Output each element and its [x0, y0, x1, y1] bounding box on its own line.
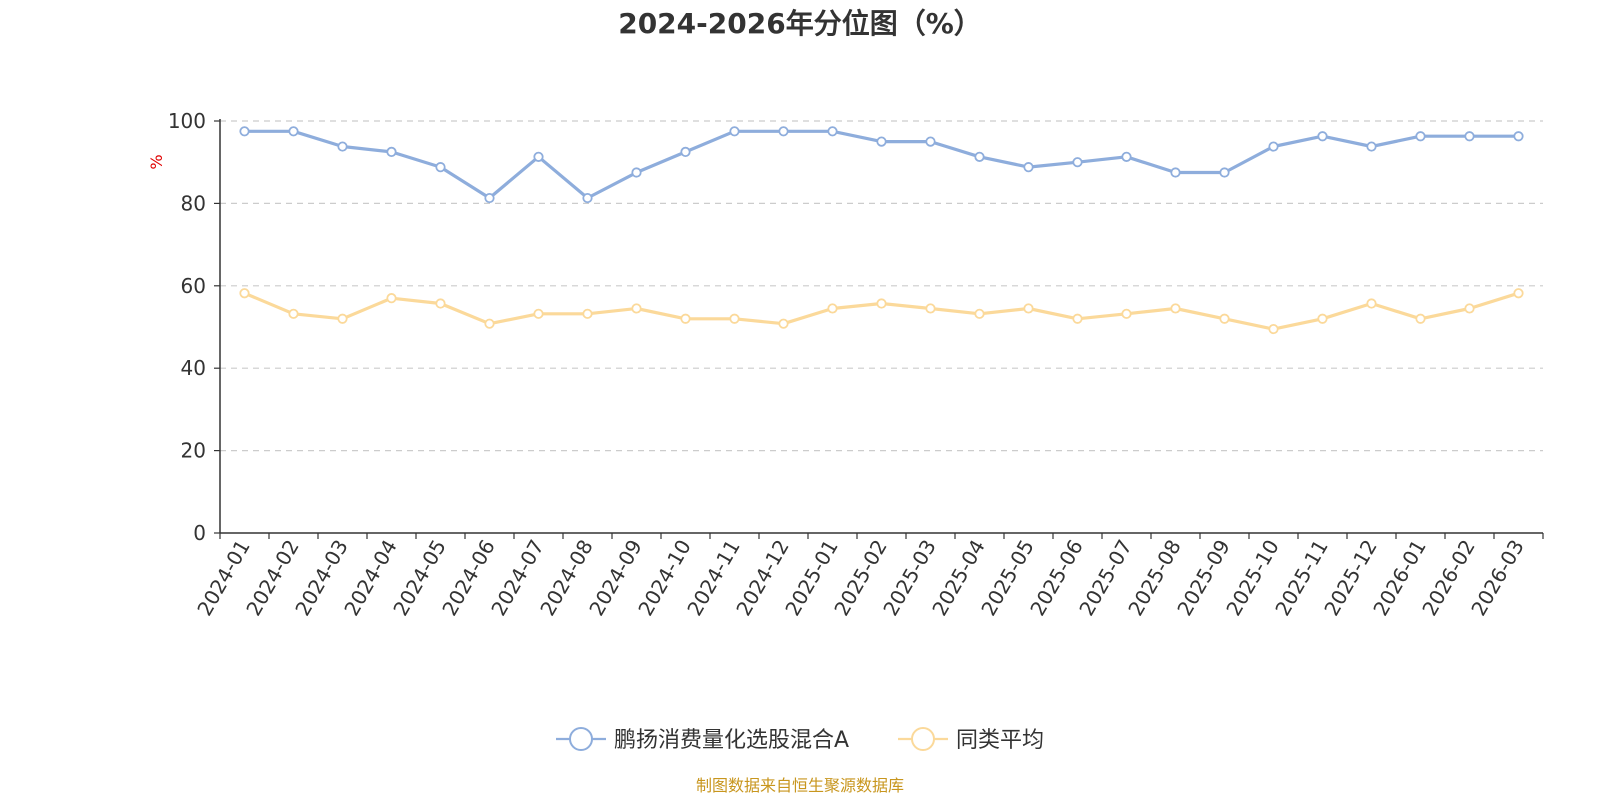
- data-point[interactable]: [582, 192, 593, 204]
- data-point[interactable]: [1170, 167, 1181, 178]
- data-point[interactable]: [631, 303, 642, 314]
- axes: [219, 119, 1543, 534]
- data-point[interactable]: [1219, 313, 1230, 324]
- data-point[interactable]: [435, 162, 446, 173]
- series-line: [239, 126, 1524, 204]
- y-tick-label: 100: [168, 109, 206, 133]
- data-point[interactable]: [827, 126, 838, 137]
- series-group: [239, 126, 1524, 335]
- y-axis-label: %: [147, 154, 166, 169]
- data-point[interactable]: [1415, 131, 1426, 142]
- y-tick-label: 20: [181, 439, 206, 463]
- data-point[interactable]: [925, 303, 936, 314]
- data-point[interactable]: [1268, 141, 1279, 152]
- data-point[interactable]: [1072, 313, 1083, 324]
- grid-lines: [220, 120, 1543, 452]
- data-point[interactable]: [386, 293, 397, 304]
- chart-title: 2024-2026年分位图（%）: [618, 7, 982, 40]
- data-point[interactable]: [631, 167, 642, 178]
- data-point[interactable]: [1023, 303, 1034, 314]
- y-tick-label: 0: [193, 521, 206, 545]
- y-tick-label: 80: [181, 191, 206, 215]
- data-point[interactable]: [1366, 141, 1377, 152]
- data-point[interactable]: [1219, 167, 1230, 178]
- data-point[interactable]: [288, 126, 299, 137]
- data-point[interactable]: [1366, 298, 1377, 309]
- data-point[interactable]: [533, 151, 544, 162]
- data-point[interactable]: [484, 192, 495, 204]
- data-point[interactable]: [1464, 303, 1475, 314]
- data-point[interactable]: [337, 313, 348, 324]
- legend-marker: [911, 727, 935, 751]
- data-point[interactable]: [1513, 131, 1524, 142]
- data-point[interactable]: [533, 308, 544, 319]
- y-tick-label: 60: [181, 274, 206, 298]
- data-point[interactable]: [778, 126, 789, 137]
- data-point[interactable]: [729, 126, 740, 137]
- data-point[interactable]: [974, 308, 985, 319]
- data-point[interactable]: [1415, 313, 1426, 324]
- data-point[interactable]: [680, 313, 691, 324]
- data-point[interactable]: [386, 146, 397, 157]
- legend-marker: [569, 727, 593, 751]
- source-note: 制图数据来自恒生聚源数据库: [696, 776, 904, 795]
- data-point[interactable]: [337, 141, 348, 152]
- data-point[interactable]: [1268, 323, 1279, 335]
- data-point[interactable]: [239, 126, 250, 137]
- data-point[interactable]: [1317, 131, 1328, 142]
- data-point[interactable]: [827, 303, 838, 314]
- data-point[interactable]: [1121, 308, 1132, 319]
- data-point[interactable]: [925, 136, 936, 147]
- data-point[interactable]: [1464, 131, 1475, 142]
- legend[interactable]: 鹏扬消费量化选股混合A 同类平均: [556, 727, 1044, 753]
- data-point[interactable]: [1513, 288, 1524, 299]
- legend-item[interactable]: 同类平均: [898, 727, 1044, 753]
- data-point[interactable]: [239, 288, 250, 299]
- data-point[interactable]: [1072, 157, 1083, 168]
- data-point[interactable]: [1121, 151, 1132, 162]
- data-point[interactable]: [680, 146, 691, 157]
- y-tick-label: 40: [181, 356, 206, 380]
- data-point[interactable]: [435, 298, 446, 309]
- data-point[interactable]: [729, 313, 740, 324]
- data-point[interactable]: [1023, 162, 1034, 173]
- data-point[interactable]: [1170, 303, 1181, 314]
- data-point[interactable]: [288, 308, 299, 319]
- legend-item[interactable]: 鹏扬消费量化选股混合A: [556, 727, 849, 753]
- y-axis-ticks: 0 20 40 60 80 100: [168, 109, 220, 545]
- data-point[interactable]: [778, 318, 789, 329]
- data-point[interactable]: [876, 136, 887, 147]
- legend-label: 鹏扬消费量化选股混合A: [614, 728, 849, 753]
- data-point[interactable]: [876, 298, 887, 309]
- data-point[interactable]: [1317, 313, 1328, 324]
- data-point[interactable]: [974, 151, 985, 162]
- series-line: [239, 288, 1524, 335]
- data-point[interactable]: [582, 308, 593, 319]
- legend-label: 同类平均: [956, 728, 1044, 753]
- x-axis-ticks: 2024-012024-022024-032024-042024-052024-…: [192, 533, 1544, 620]
- data-point[interactable]: [484, 318, 495, 329]
